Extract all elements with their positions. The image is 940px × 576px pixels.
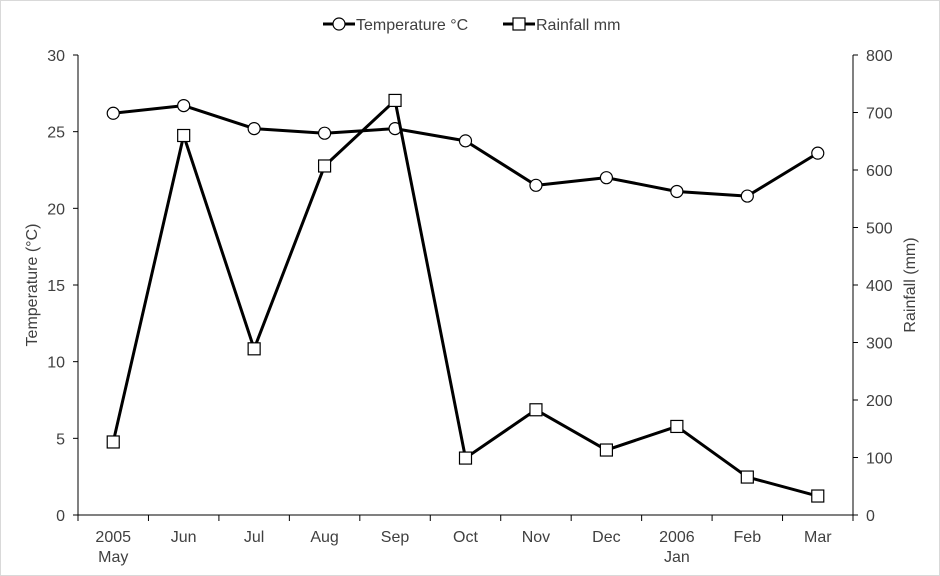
y-left-tick-label: 5 — [56, 431, 65, 448]
y-right-tick-label: 500 — [866, 221, 893, 238]
rainfall-point — [388, 93, 402, 108]
rainfall-point — [740, 470, 754, 484]
x-tick-label: Nov — [522, 529, 550, 546]
y-right-tick-label: 400 — [866, 278, 893, 295]
axes: 0510152025300100200300400500600700800200… — [47, 48, 893, 566]
x-tick-label: Oct — [453, 529, 478, 546]
temperature-point — [670, 184, 684, 199]
y-axis-left-title: Temperature (°C) — [24, 224, 41, 347]
x-tick-label: Mar — [804, 529, 832, 546]
y-left-tick-label: 15 — [47, 278, 65, 295]
x-tick-label: 2006 Jan — [659, 529, 695, 566]
legend: Temperature °C Rainfall mm — [323, 17, 620, 34]
rainfall-point — [811, 489, 825, 503]
rainfall-point — [106, 435, 120, 449]
temperature-point — [811, 146, 825, 160]
temperature-point — [740, 189, 754, 203]
temperature-point — [599, 171, 614, 185]
series-temperature — [106, 98, 825, 203]
series-line — [113, 104, 819, 198]
rainfall-point — [177, 128, 191, 143]
rainfall-point — [458, 451, 473, 465]
legend-item: Temperature °C — [323, 17, 468, 34]
legend-label: Temperature °C — [356, 17, 468, 34]
y-right-tick-label: 800 — [866, 48, 893, 65]
x-tick-label: Jun — [171, 529, 197, 546]
temperature-point — [458, 134, 473, 148]
y-left-tick-label: 20 — [47, 201, 65, 218]
y-left-tick-label: 25 — [47, 125, 65, 142]
y-right-tick-label: 300 — [866, 336, 893, 353]
series-rainfall — [106, 93, 825, 503]
x-tick-label: Feb — [734, 529, 762, 546]
x-tick-label: Jul — [244, 529, 264, 546]
y-right-tick-label: 100 — [866, 451, 893, 468]
y-right-tick-label: 700 — [866, 106, 893, 123]
y-right-tick-label: 0 — [866, 508, 875, 525]
y-right-tick-label: 200 — [866, 393, 893, 410]
legend-circle-marker — [332, 17, 346, 31]
temperature-point — [177, 98, 191, 113]
rainfall-point — [670, 419, 684, 434]
y-left-tick-label: 30 — [47, 48, 65, 65]
y-left-tick-label: 10 — [47, 355, 65, 372]
rainfall-point — [317, 159, 332, 173]
series-line — [111, 98, 819, 498]
legend-item: Rainfall mm — [503, 17, 620, 34]
temperature-point — [529, 178, 543, 192]
y-left-tick-label: 0 — [56, 508, 65, 525]
x-tick-label: Dec — [592, 529, 620, 546]
legend-label: Rainfall mm — [536, 17, 620, 34]
series-layer — [106, 93, 825, 503]
temperature-point — [317, 126, 332, 140]
rainfall-point — [529, 403, 543, 417]
rainfall-point — [599, 443, 614, 457]
legend-square-marker — [512, 17, 526, 31]
x-tick-label: 2005 May — [95, 529, 131, 566]
temperature-point — [247, 121, 261, 136]
temperature-point — [106, 106, 120, 120]
x-tick-label: Sep — [381, 529, 410, 546]
x-tick-label: Aug — [310, 529, 338, 546]
y-axis-right-title: Rainfall (mm) — [902, 237, 919, 332]
y-right-tick-label: 600 — [866, 163, 893, 180]
rainfall-point — [247, 342, 261, 356]
